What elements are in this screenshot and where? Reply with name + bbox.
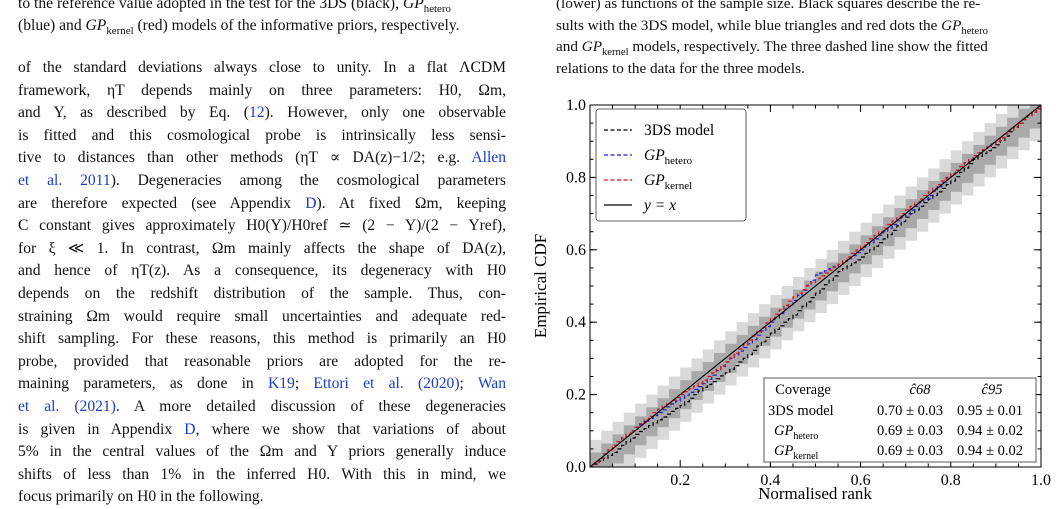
citation-link[interactable]: et al. 2011 [18, 171, 111, 189]
table-cell: 0.95 ± 0.01 [957, 403, 1023, 419]
citation-link[interactable]: K19 [267, 375, 295, 393]
table-cell: 0.69 ± 0.03 [877, 443, 943, 459]
citation-link[interactable]: Wan [477, 375, 507, 393]
table-cell: 0.94 ± 0.02 [957, 423, 1023, 439]
legend-label: GPhetero [644, 147, 693, 167]
legend: 3DS model GPhetero GPkernel y = x [595, 108, 747, 222]
x-axis-label: Normalised rank [758, 484, 872, 503]
legend-item-identity: y = x [604, 197, 676, 214]
legend-label: y = x [642, 197, 676, 214]
coverage-table: Coverage ĉ68 ĉ95 3DS model 0.70 ± 0.03 0… [763, 377, 1037, 463]
series-line-y-x [590, 105, 1041, 467]
x-tick-label: 0.6 [851, 472, 871, 489]
y-tick-label: 0.8 [566, 169, 586, 186]
table-cell: 0.70 ± 0.03 [877, 403, 943, 419]
table-header: Coverage [775, 382, 831, 398]
legend-label: GPkernel [644, 172, 692, 192]
table-cell: GPhetero [774, 423, 818, 442]
y-axis-label: Empirical CDF [531, 234, 550, 338]
table-cell: 0.69 ± 0.03 [877, 423, 943, 439]
appendix-link[interactable]: D [305, 194, 317, 212]
appendix-link[interactable]: D [184, 420, 196, 438]
series-line-3ds-model [590, 105, 1041, 467]
x-tick-label: 0.8 [941, 472, 961, 489]
x-tick-label: 0.2 [670, 472, 690, 489]
table-header: ĉ95 [982, 382, 1003, 398]
axis-ticks: 0.2 0.4 0.6 0.8 1.0 0.0 0.2 0.4 0.6 0.8 1.0 [566, 97, 1051, 489]
body-text: of the standard deviations always close … [18, 59, 507, 506]
figure-caption-left: to the reference value adopted in the te… [18, 0, 460, 38]
legend-item-gphetero: GPhetero [604, 147, 693, 167]
coverage-table-box [763, 377, 1037, 463]
table-header: ĉ68 [910, 382, 932, 398]
y-tick-label: 0.4 [566, 314, 586, 331]
table-cell: 3DS model [768, 403, 834, 419]
citation-link[interactable]: Allen [471, 149, 506, 167]
figure-caption-right: (lower) as functions of the sample size.… [556, 0, 988, 77]
table-cell: 0.94 ± 0.02 [957, 443, 1023, 459]
y-tick-label: 0.6 [566, 242, 586, 259]
equation-link[interactable]: 12 [248, 104, 265, 122]
x-tick-label: 0.4 [760, 472, 780, 489]
y-tick-label: 1.0 [566, 97, 586, 114]
x-tick-label: 1.0 [1031, 472, 1051, 489]
series-group [590, 105, 1041, 467]
citation-link[interactable]: Ettori et al. (2020) [313, 375, 460, 393]
legend-item-3ds: 3DS model [604, 122, 714, 139]
y-tick-label: 0.0 [566, 459, 586, 476]
cdf-chart: 0.2 0.4 0.6 0.8 1.0 0.0 0.2 0.4 0.6 0.8 1.0 Normal… [531, 97, 1051, 503]
legend-item-gpkernel: GPkernel [604, 172, 692, 192]
legend-box [595, 108, 747, 222]
table-cell: GPkernel [774, 443, 819, 462]
y-tick-label: 0.2 [566, 387, 586, 404]
series-line-gphetero [590, 105, 1041, 467]
citation-link[interactable]: et al. (2021) [18, 397, 116, 415]
legend-label: 3DS model [644, 122, 714, 139]
